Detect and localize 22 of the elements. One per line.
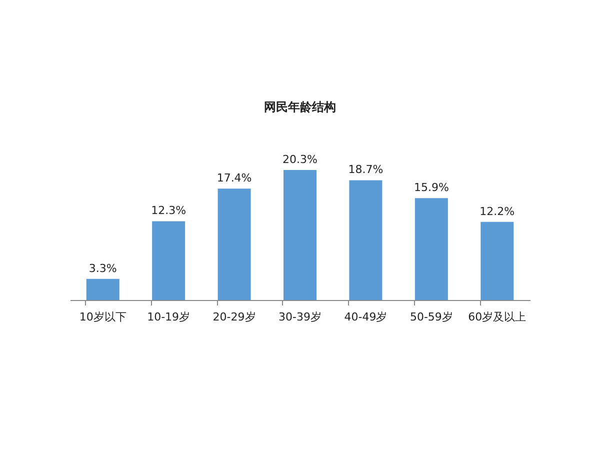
bar — [86, 278, 120, 300]
bar — [480, 222, 514, 300]
bar — [349, 180, 382, 300]
bar — [152, 221, 186, 300]
data-label: 12.3% — [151, 204, 186, 218]
bar — [218, 188, 251, 300]
x-tick-label: 60岁及以上 — [468, 310, 526, 324]
x-tick-label: 30-39岁 — [278, 310, 322, 324]
data-label: 12.2% — [480, 204, 515, 218]
chart-title: 网民年龄结构 — [264, 100, 336, 114]
data-label: 18.7% — [348, 163, 384, 176]
data-label: 15.9% — [414, 181, 449, 194]
bar — [414, 198, 448, 300]
data-label: 20.3% — [282, 153, 318, 166]
bar — [284, 170, 316, 300]
x-tick-label: 10岁以下 — [79, 310, 126, 324]
x-tick-label: 10-19岁 — [147, 310, 190, 324]
data-label: 3.3% — [88, 262, 117, 275]
x-tick-label: 50-59岁 — [410, 310, 453, 324]
x-tick-label: 40-49岁 — [344, 310, 388, 324]
data-label: 17.4% — [216, 172, 252, 185]
x-tick-label: 20-29岁 — [212, 310, 256, 324]
